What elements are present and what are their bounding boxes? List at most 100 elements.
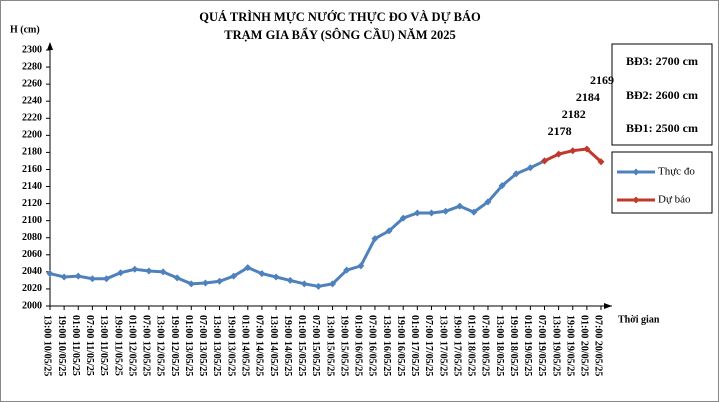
y-tick-label: 2160	[22, 164, 42, 175]
y-tick-label: 2040	[22, 266, 42, 277]
x-tick-label: 07:00 17/05/25	[423, 315, 434, 376]
point	[159, 268, 167, 276]
x-tick-label: 07:00 13/05/25	[197, 315, 208, 376]
point	[399, 214, 407, 222]
point	[357, 262, 365, 270]
point	[201, 279, 209, 287]
x-tick-label: 01:00 19/05/25	[522, 315, 533, 376]
point	[216, 277, 224, 285]
x-tick-label: 13:00 13/05/25	[211, 315, 222, 376]
point	[272, 273, 280, 281]
point	[540, 157, 548, 165]
point	[371, 235, 379, 243]
x-tick-label: 01:00 14/05/25	[239, 315, 250, 376]
point	[103, 275, 111, 283]
x-tick-label: 19:00 16/05/25	[395, 315, 406, 376]
point	[555, 150, 563, 158]
y-tick-label: 2140	[22, 181, 42, 192]
y-tick-label: 2080	[22, 232, 42, 243]
point	[187, 280, 195, 288]
point	[230, 272, 238, 280]
point	[46, 270, 54, 278]
point	[117, 269, 125, 277]
y-tick-label: 2260	[22, 78, 42, 89]
y-tick-label: 2180	[22, 147, 42, 158]
data-label: 2169	[590, 73, 614, 87]
point	[286, 276, 294, 284]
x-tick-label: 19:00 14/05/25	[282, 315, 293, 376]
point	[300, 280, 308, 288]
point	[569, 147, 577, 155]
chart-title: QUÁ TRÌNH MỰC NƯỚC THỰC ĐO VÀ DỰ BÁO	[199, 10, 481, 24]
x-tick-label: 07:00 15/05/25	[310, 315, 321, 376]
x-tick-label: 13:00 16/05/25	[381, 315, 392, 376]
alert-box	[611, 43, 713, 146]
point	[145, 267, 153, 275]
x-tick-label: 13:00 18/05/25	[494, 315, 505, 376]
x-tick-label: 01:00 12/05/25	[126, 315, 137, 376]
y-tick-label: 2060	[22, 249, 42, 260]
x-tick-label: 01:00 20/05/25	[579, 315, 590, 376]
x-tick-label: 07:00 19/05/25	[536, 315, 547, 376]
data-label: 2184	[576, 90, 600, 104]
x-tick-label: 19:00 12/05/25	[169, 315, 180, 376]
x-tick-label: 07:00 12/05/25	[141, 315, 152, 376]
x-tick-label: 07:00 16/05/25	[367, 315, 378, 376]
point	[385, 227, 393, 235]
y-tick-label: 2200	[22, 130, 42, 141]
point	[526, 164, 534, 172]
legend	[611, 151, 713, 214]
point	[484, 198, 492, 206]
point	[512, 170, 520, 178]
x-tick-label: 13:00 10/05/25	[42, 315, 53, 376]
alert-level: BĐ1: 2500 cm	[626, 121, 698, 135]
x-tick-label: 19:00 11/05/25	[112, 315, 123, 376]
point	[314, 282, 322, 290]
point	[74, 272, 82, 280]
point	[456, 202, 464, 210]
point	[442, 207, 450, 215]
x-axis-arrow	[604, 303, 612, 309]
x-tick-label: 19:00 18/05/25	[508, 315, 519, 376]
x-tick-label: 01:00 11/05/25	[70, 315, 81, 376]
x-tick-label: 01:00 13/05/25	[183, 315, 194, 376]
alert-level: BĐ3: 2700 cm	[626, 54, 698, 68]
y-tick-label: 2020	[22, 283, 42, 294]
x-tick-label: 01:00 17/05/25	[409, 315, 420, 376]
y-tick-label: 2000	[22, 300, 42, 311]
x-tick-label: 19:00 10/05/25	[56, 315, 67, 376]
point	[88, 275, 96, 283]
point	[413, 209, 421, 217]
x-tick-label: 13:00 17/05/25	[437, 315, 448, 376]
point	[498, 182, 506, 190]
x-tick-label: 01:00 15/05/25	[296, 315, 307, 376]
x-tick-label: 13:00 12/05/25	[155, 315, 166, 376]
point	[258, 270, 266, 278]
y-tick-label: 2240	[22, 95, 42, 106]
point	[597, 158, 605, 166]
y-tick-label: 2100	[22, 215, 42, 226]
x-tick-label: 19:00 13/05/25	[225, 315, 236, 376]
point	[60, 273, 68, 281]
point	[329, 280, 337, 288]
point	[343, 266, 351, 274]
chart-subtitle: TRẠM GIA BẨY (SÔNG CẦU) NĂM 2025	[224, 27, 455, 42]
y-axis-arrow	[47, 42, 53, 50]
x-tick-label: 19:00 15/05/25	[338, 315, 349, 376]
x-tick-label: 19:00 19/05/25	[564, 315, 575, 376]
point	[583, 145, 591, 153]
point	[131, 265, 139, 273]
x-tick-label: 07:00 11/05/25	[84, 315, 95, 376]
x-tick-label: 13:00 14/05/25	[268, 315, 279, 376]
point	[470, 208, 478, 216]
x-tick-label: 07:00 18/05/25	[480, 315, 491, 376]
y-tick-label: 2300	[22, 44, 42, 55]
x-tick-label: 13:00 19/05/25	[550, 315, 561, 376]
x-tick-label: 07:00 20/05/25	[593, 315, 604, 376]
legend-marker	[632, 196, 640, 204]
x-tick-label: 19:00 17/05/25	[451, 315, 462, 376]
x-tick-label: 07:00 14/05/25	[254, 315, 265, 376]
y-tick-label: 2120	[22, 198, 42, 209]
